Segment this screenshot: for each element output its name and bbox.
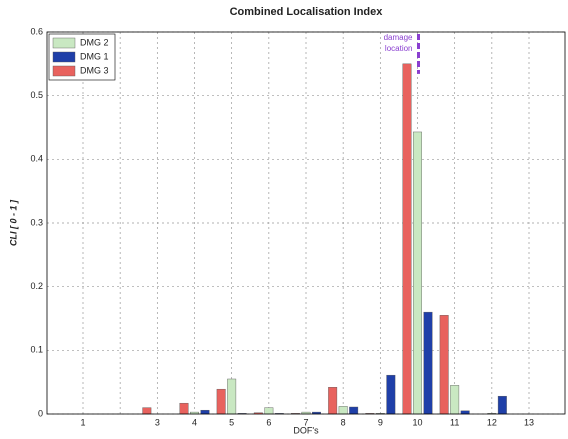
x-axis-label: DOF's	[293, 425, 319, 435]
annotation-text: location	[385, 44, 413, 53]
y-axis-label: CLI [ 0 - 1 ]	[8, 199, 18, 246]
x-tick-label: 12	[487, 417, 497, 427]
bar	[142, 407, 152, 415]
x-tick-label: 8	[341, 417, 346, 427]
legend-swatch	[52, 37, 76, 49]
legend-swatch	[52, 65, 76, 77]
bar	[439, 315, 449, 415]
legend: DMG 2 DMG 1 DMG 3	[48, 33, 116, 81]
y-tick-label: 0.6	[30, 26, 43, 36]
bar	[216, 388, 226, 415]
x-tick-label: 3	[155, 417, 160, 427]
legend-label: DMG 1	[80, 51, 109, 61]
bar	[338, 406, 348, 415]
chart-title: Combined Localisation Index	[230, 6, 384, 18]
x-tick-label: 10	[412, 417, 422, 427]
y-tick-label: 0.3	[30, 217, 43, 227]
x-tick-label: 1	[80, 417, 85, 427]
bar	[200, 409, 210, 415]
bar	[179, 402, 189, 415]
x-tick-label: 9	[378, 417, 383, 427]
x-tick-label: 5	[229, 417, 234, 427]
x-tick-label: 7	[303, 417, 308, 427]
bar	[423, 311, 433, 415]
bar	[227, 378, 237, 415]
x-tick-label: 4	[192, 417, 197, 427]
bar	[497, 395, 507, 415]
legend-label: DMG 3	[80, 65, 109, 75]
x-tick-label: 13	[524, 417, 534, 427]
bar	[450, 385, 460, 415]
legend-swatch	[52, 51, 76, 63]
bar	[349, 406, 359, 415]
legend-label: DMG 2	[80, 37, 109, 47]
bar	[386, 374, 396, 415]
x-tick-label: 6	[266, 417, 271, 427]
y-tick-label: 0.2	[30, 281, 43, 291]
bar	[460, 410, 470, 415]
annotation-text: damage	[384, 33, 413, 42]
y-tick-label: 0	[38, 408, 43, 418]
x-tick-label: 11	[450, 417, 459, 427]
bar	[264, 407, 274, 415]
y-tick-label: 0.1	[30, 345, 43, 355]
bar	[402, 63, 412, 415]
bar	[413, 131, 422, 415]
bar	[328, 387, 338, 415]
plot-frame	[46, 31, 566, 415]
y-tick-label: 0.4	[30, 154, 43, 164]
y-tick-label: 0.5	[30, 90, 43, 100]
